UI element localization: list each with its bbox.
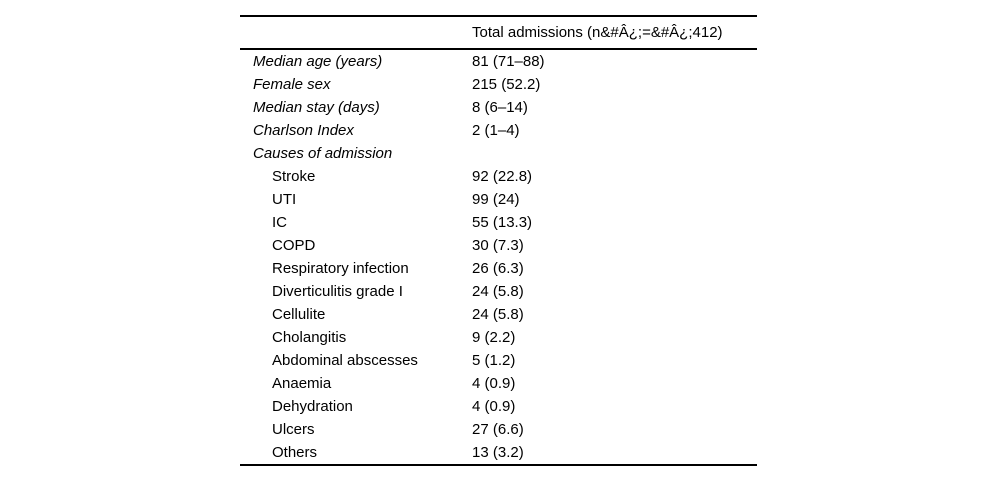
table-row: Female sex 215 (52.2) [240, 73, 757, 96]
table-row: Ulcers 27 (6.6) [240, 418, 757, 441]
row-value: 30 (7.3) [472, 237, 524, 254]
row-value: 4 (0.9) [472, 398, 516, 415]
row-value: 99 (24) [472, 191, 520, 208]
table-row: Cholangitis 9 (2.2) [240, 326, 757, 349]
row-label: Dehydration [272, 398, 353, 415]
row-label: Charlson Index [253, 122, 354, 139]
row-label: Cellulite [272, 306, 326, 323]
row-value: 8 (6–14) [472, 99, 528, 116]
table-row: Cellulite 24 (5.8) [240, 303, 757, 326]
row-label: Female sex [253, 76, 331, 93]
row-label: Diverticulitis grade I [272, 283, 403, 300]
table-row: Anaemia 4 (0.9) [240, 372, 757, 395]
row-label: COPD [272, 237, 316, 254]
table-row: Diverticulitis grade I 24 (5.8) [240, 280, 757, 303]
table-header-row: Total admissions (n&#Â¿;=&#Â¿;412) [240, 17, 757, 50]
row-value: 24 (5.8) [472, 283, 524, 300]
row-label: UTI [272, 191, 297, 208]
row-value: 24 (5.8) [472, 306, 524, 323]
row-label: Stroke [272, 168, 316, 185]
row-label: Median stay (days) [253, 99, 380, 116]
row-label: Ulcers [272, 421, 315, 438]
row-label: Median age (years) [253, 53, 383, 70]
table-row: Dehydration 4 (0.9) [240, 395, 757, 418]
table-row: Others 13 (3.2) [240, 441, 757, 464]
row-label: Cholangitis [272, 329, 347, 346]
row-label: Respiratory infection [272, 260, 409, 277]
table-row: Median age (years) 81 (71–88) [240, 50, 757, 73]
row-value: 26 (6.3) [472, 260, 524, 277]
row-label: Anaemia [272, 375, 332, 392]
admissions-table: Total admissions (n&#Â¿;=&#Â¿;412) Media… [240, 15, 757, 466]
row-value: 215 (52.2) [472, 76, 541, 93]
row-value: 81 (71–88) [472, 53, 545, 70]
column-header-total-admissions: Total admissions (n&#Â¿;=&#Â¿;412) [472, 24, 723, 41]
table-row: Abdominal abscesses 5 (1.2) [240, 349, 757, 372]
row-value: 4 (0.9) [472, 375, 516, 392]
row-value: 55 (13.3) [472, 214, 533, 231]
row-value: 92 (22.8) [472, 168, 533, 185]
table-body: Median age (years) 81 (71–88) Female sex 21… [240, 50, 757, 464]
table-row: Charlson Index 2 (1–4) [240, 119, 757, 142]
row-label: Abdominal abscesses [272, 352, 418, 369]
table-row: Median stay (days) 8 (6–14) [240, 96, 757, 119]
row-label: IC [272, 214, 287, 231]
row-value: 27 (6.6) [472, 421, 524, 438]
row-value: 9 (2.2) [472, 329, 516, 346]
row-value: 13 (3.2) [472, 444, 524, 461]
row-label: Others [272, 444, 318, 461]
row-value: 2 (1–4) [472, 122, 520, 139]
table-row: IC 55 (13.3) [240, 211, 757, 234]
row-label: Causes of admission [253, 145, 393, 162]
table-row: Stroke 92 (22.8) [240, 165, 757, 188]
table-row: UTI 99 (24) [240, 188, 757, 211]
table-row: COPD 30 (7.3) [240, 234, 757, 257]
table-row: Respiratory infection 26 (6.3) [240, 257, 757, 280]
row-value: 5 (1.2) [472, 352, 516, 369]
table-row: Causes of admission [240, 142, 757, 165]
